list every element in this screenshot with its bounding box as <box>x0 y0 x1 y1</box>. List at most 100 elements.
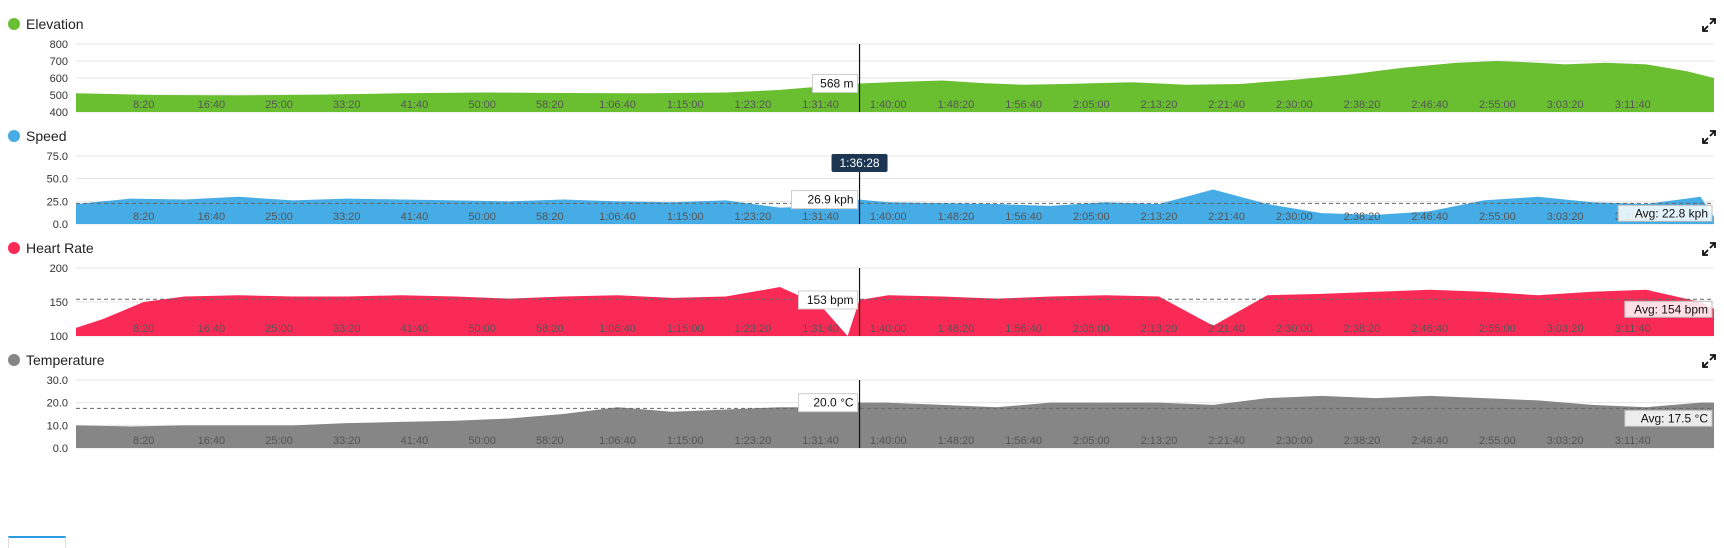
x-tick-label: 3:11:40 <box>1615 323 1651 335</box>
x-tick-label: 41:40 <box>401 211 429 223</box>
x-tick-label: 16:40 <box>198 99 226 111</box>
x-tick-label: 25:00 <box>265 435 293 447</box>
x-tick-label: 1:23:20 <box>735 435 772 447</box>
y-tick-label: 600 <box>50 73 68 85</box>
expand-icon[interactable] <box>1702 242 1716 256</box>
temperature-legend-dot[interactable] <box>8 354 20 366</box>
panel-elevation: Elevation 800 700 600 500 400 8:20 16:40 25:00 3… <box>0 10 1724 134</box>
average-label-box <box>1624 409 1713 427</box>
x-tick-label: 33:20 <box>333 211 361 223</box>
x-tick-label: 2:13:20 <box>1141 211 1178 223</box>
x-tick-label: 3:11:40 <box>1615 99 1651 111</box>
x-tick-label: 1:56:40 <box>1005 435 1042 447</box>
x-tick-label: 41:40 <box>401 99 429 111</box>
y-tick-label: 0.0 <box>53 443 68 455</box>
x-tick-label: 16:40 <box>198 323 226 335</box>
x-tick-label: 25:00 <box>265 99 293 111</box>
x-tick-label: 1:23:20 <box>735 211 772 223</box>
x-tick-label: 1:31:40 <box>802 435 839 447</box>
cursor-value-box <box>798 290 859 310</box>
x-tick-label: 3:03:20 <box>1547 99 1584 111</box>
x-tick-label: 2:46:40 <box>1411 99 1448 111</box>
x-tick-label: 3:03:20 <box>1547 211 1584 223</box>
x-tick-label: 8:20 <box>133 211 154 223</box>
y-tick-label: 50.0 <box>47 174 68 186</box>
x-tick-label: 58:20 <box>536 211 564 223</box>
x-tick-label: 58:20 <box>536 99 564 111</box>
x-tick-label: 8:20 <box>133 435 154 447</box>
series-area <box>76 189 1714 224</box>
temperature-title: Temperature <box>26 352 105 368</box>
temperature-chart[interactable]: 30.0 20.0 10.0 0.0 8:20 16:40 25:00 33:20 41:40 5… <box>0 346 1724 470</box>
x-tick-label: 1:06:40 <box>599 211 636 223</box>
x-tick-label: 2:55:00 <box>1479 435 1516 447</box>
elevation-title: Elevation <box>26 16 84 32</box>
x-tick-label: 2:46:40 <box>1411 211 1448 223</box>
speed-chart[interactable]: 75.0 50.0 25.0 0.0 8:20 16:40 25:00 33:20 41:40 5… <box>0 122 1724 246</box>
x-tick-label: 2:46:40 <box>1411 435 1448 447</box>
x-tick-label: 2:13:20 <box>1141 435 1178 447</box>
y-tick-label: 100 <box>50 331 68 343</box>
average-label-box <box>1617 204 1713 222</box>
x-tick-label: 2:13:20 <box>1141 99 1178 111</box>
y-tick-label: 10.0 <box>47 420 68 432</box>
cursor-time-badge <box>831 154 888 172</box>
y-tick-label: 800 <box>50 39 68 51</box>
x-tick-label: 2:30:00 <box>1276 99 1313 111</box>
y-tick-label: 150 <box>50 297 68 309</box>
x-tick-label: 25:00 <box>265 211 293 223</box>
x-tick-label: 41:40 <box>401 323 429 335</box>
x-tick-label: 1:48:20 <box>938 435 975 447</box>
x-tick-label: 1:48:20 <box>938 323 975 335</box>
x-tick-label: 8:20 <box>133 99 154 111</box>
elevation-legend-dot[interactable] <box>8 18 20 30</box>
x-tick-label: 1:06:40 <box>599 99 636 111</box>
heart-rate-chart[interactable]: 200 150 100 8:20 16:40 25:00 33:20 41:40 50:00 58… <box>0 234 1724 358</box>
x-tick-label: 50:00 <box>468 211 496 223</box>
x-tick-label: 2:30:00 <box>1276 211 1313 223</box>
expand-icon[interactable] <box>1702 18 1716 32</box>
x-tick-label: 33:20 <box>333 323 361 335</box>
x-tick-label: 58:20 <box>536 435 564 447</box>
y-tick-label: 0.0 <box>53 219 68 231</box>
speed-legend-dot[interactable] <box>8 130 20 142</box>
panel-header: Speed <box>8 128 66 144</box>
x-tick-label: 2:30:00 <box>1276 435 1313 447</box>
y-tick-label: 20.0 <box>47 398 68 410</box>
x-tick-label: 16:40 <box>198 211 226 223</box>
x-tick-label: 1:56:40 <box>1005 323 1042 335</box>
series-area <box>76 61 1714 112</box>
expand-icon[interactable] <box>1702 130 1716 144</box>
elevation-chart[interactable]: 800 700 600 500 400 8:20 16:40 25:00 33:20 41:40 5… <box>0 10 1724 134</box>
x-tick-label: 1:40:00 <box>870 323 907 335</box>
x-tick-label: 1:31:40 <box>802 211 839 223</box>
cursor-value-label: 20.0 °C <box>813 396 853 410</box>
x-tick-label: 1:31:40 <box>802 323 839 335</box>
cursor-value-label: 26.9 kph <box>807 193 853 207</box>
x-tick-label: 50:00 <box>468 99 496 111</box>
heart-rate-legend-dot[interactable] <box>8 242 20 254</box>
x-tick-label: 2:38:20 <box>1344 99 1381 111</box>
x-tick-label: 2:55:00 <box>1479 99 1516 111</box>
x-tick-label: 1:06:40 <box>599 323 636 335</box>
y-tick-label: 75.0 <box>47 151 68 163</box>
x-tick-label: 50:00 <box>468 435 496 447</box>
bottom-tab[interactable] <box>8 536 66 548</box>
x-tick-label: 1:23:20 <box>735 99 772 111</box>
y-tick-label: 700 <box>50 56 68 68</box>
x-tick-label: 2:38:20 <box>1344 211 1381 223</box>
x-tick-label: 1:06:40 <box>599 435 636 447</box>
cursor-value-label: 568 m <box>820 76 853 90</box>
x-tick-label: 3:11:40 <box>1615 435 1651 447</box>
average-label: Avg: 154 bpm <box>1634 302 1708 316</box>
x-tick-label: 16:40 <box>198 435 226 447</box>
cursor-value-box <box>791 190 859 210</box>
x-tick-label: 2:38:20 <box>1344 323 1381 335</box>
panel-header: Heart Rate <box>8 240 94 256</box>
x-tick-label: 1:40:00 <box>870 435 907 447</box>
x-tick-label: 1:48:20 <box>938 211 975 223</box>
expand-icon[interactable] <box>1702 354 1716 368</box>
panel-header: Elevation <box>8 16 84 32</box>
x-tick-label: 2:21:40 <box>1208 99 1245 111</box>
speed-title: Speed <box>26 128 67 144</box>
